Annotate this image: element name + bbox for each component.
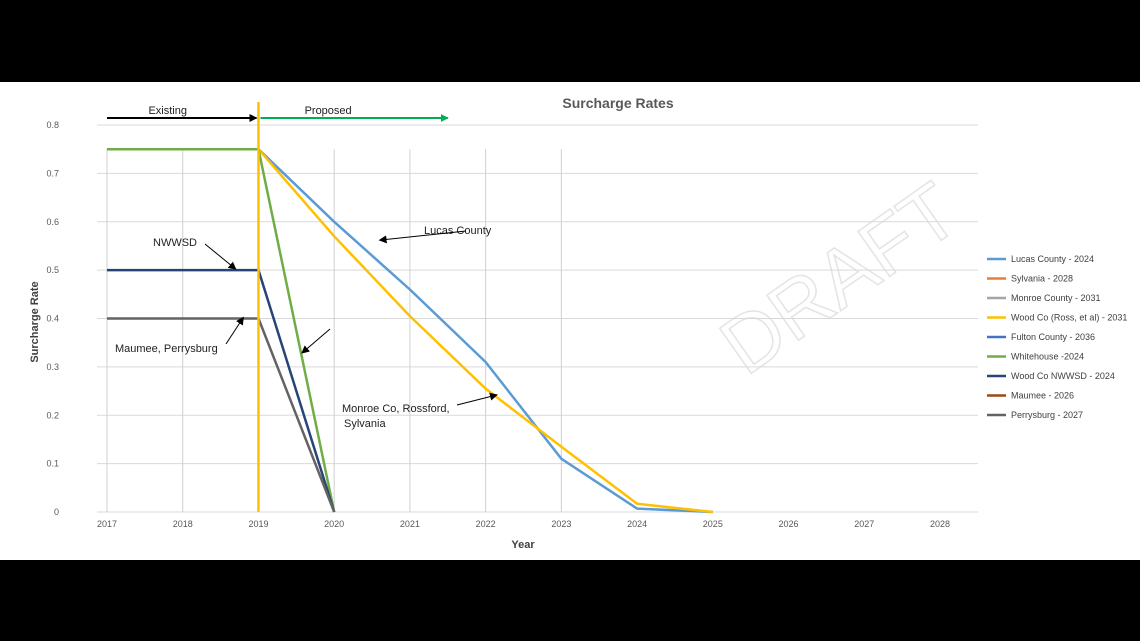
x-tick-label: 2028: [930, 519, 950, 529]
legend-entry: Lucas County - 2024: [1011, 254, 1094, 264]
y-axis-title: Surcharge Rate: [29, 281, 41, 362]
phase-label: Proposed: [305, 105, 352, 117]
legend-entry: Perrysburg - 2027: [1011, 410, 1083, 420]
x-tick-label: 2017: [97, 519, 117, 529]
series-line-lucas-county-2024: [257, 148, 713, 514]
y-tick-label: 0.6: [46, 217, 59, 227]
annotation-arrow: [301, 328, 331, 354]
y-tick-label: 0.3: [46, 362, 59, 372]
x-tick-label: 2023: [551, 519, 571, 529]
annotation-label: Sylvania: [344, 418, 386, 430]
y-tick-label: 0.4: [46, 314, 59, 324]
annotation-arrow: [378, 230, 467, 244]
annotation-arrow: [225, 316, 244, 345]
chart-panel: DRAFT Existing Proposed Lucas County NWWSD…: [0, 82, 1140, 560]
y-tick-label: 0.1: [46, 459, 59, 469]
watermark-text: DRAFT: [705, 165, 974, 391]
chart-title: Surcharge Rates: [562, 95, 673, 111]
x-tick-label: 2018: [173, 519, 193, 529]
legend-entry: Sylvania - 2028: [1011, 274, 1073, 284]
series-line-wood-co-nwwsd-2024: [107, 268, 336, 513]
annotation-arrow: [456, 392, 498, 406]
annotation-label: Monroe Co, Rossford,: [342, 403, 450, 415]
annotation-label: Maumee, Perrysburg: [115, 343, 218, 355]
y-tick-label: 0: [54, 507, 59, 517]
legend-entry: Fulton County - 2036: [1011, 332, 1095, 342]
legend-entry: Wood Co NWWSD - 2024: [1011, 371, 1115, 381]
x-axis-title: Year: [511, 539, 535, 551]
surcharge-rates-chart: DRAFT Existing Proposed Lucas County NWWSD…: [29, 95, 1127, 551]
annotation-label: Lucas County: [424, 225, 492, 237]
x-tick-label: 2021: [400, 519, 420, 529]
series-line-wood-co-ross-et-al-2031: [107, 147, 713, 514]
x-tick-label: 2025: [703, 519, 723, 529]
x-tick-label: 2027: [854, 519, 874, 529]
y-tick-label: 0.8: [46, 120, 59, 130]
y-tick-label: 0.2: [46, 410, 59, 420]
legend-entry: Wood Co (Ross, et al) - 2031: [1011, 313, 1127, 323]
y-tick-label: 0.7: [46, 168, 59, 178]
x-tick-label: 2026: [779, 519, 799, 529]
phase-label: Existing: [148, 105, 187, 117]
annotation-label: NWWSD: [153, 237, 197, 249]
x-tick-label: 2019: [248, 519, 268, 529]
legend-entry: Monroe County - 2031: [1011, 293, 1101, 303]
legend-entry: Whitehouse -2024: [1011, 352, 1084, 362]
x-tick-label: 2020: [324, 519, 344, 529]
x-tick-label: 2024: [627, 519, 647, 529]
annotation-arrow: [204, 243, 237, 270]
legend-entry: Maumee - 2026: [1011, 391, 1074, 401]
x-tick-label: 2022: [476, 519, 496, 529]
y-tick-label: 0.5: [46, 265, 59, 275]
series-line-whitehouse-2024: [107, 147, 336, 513]
